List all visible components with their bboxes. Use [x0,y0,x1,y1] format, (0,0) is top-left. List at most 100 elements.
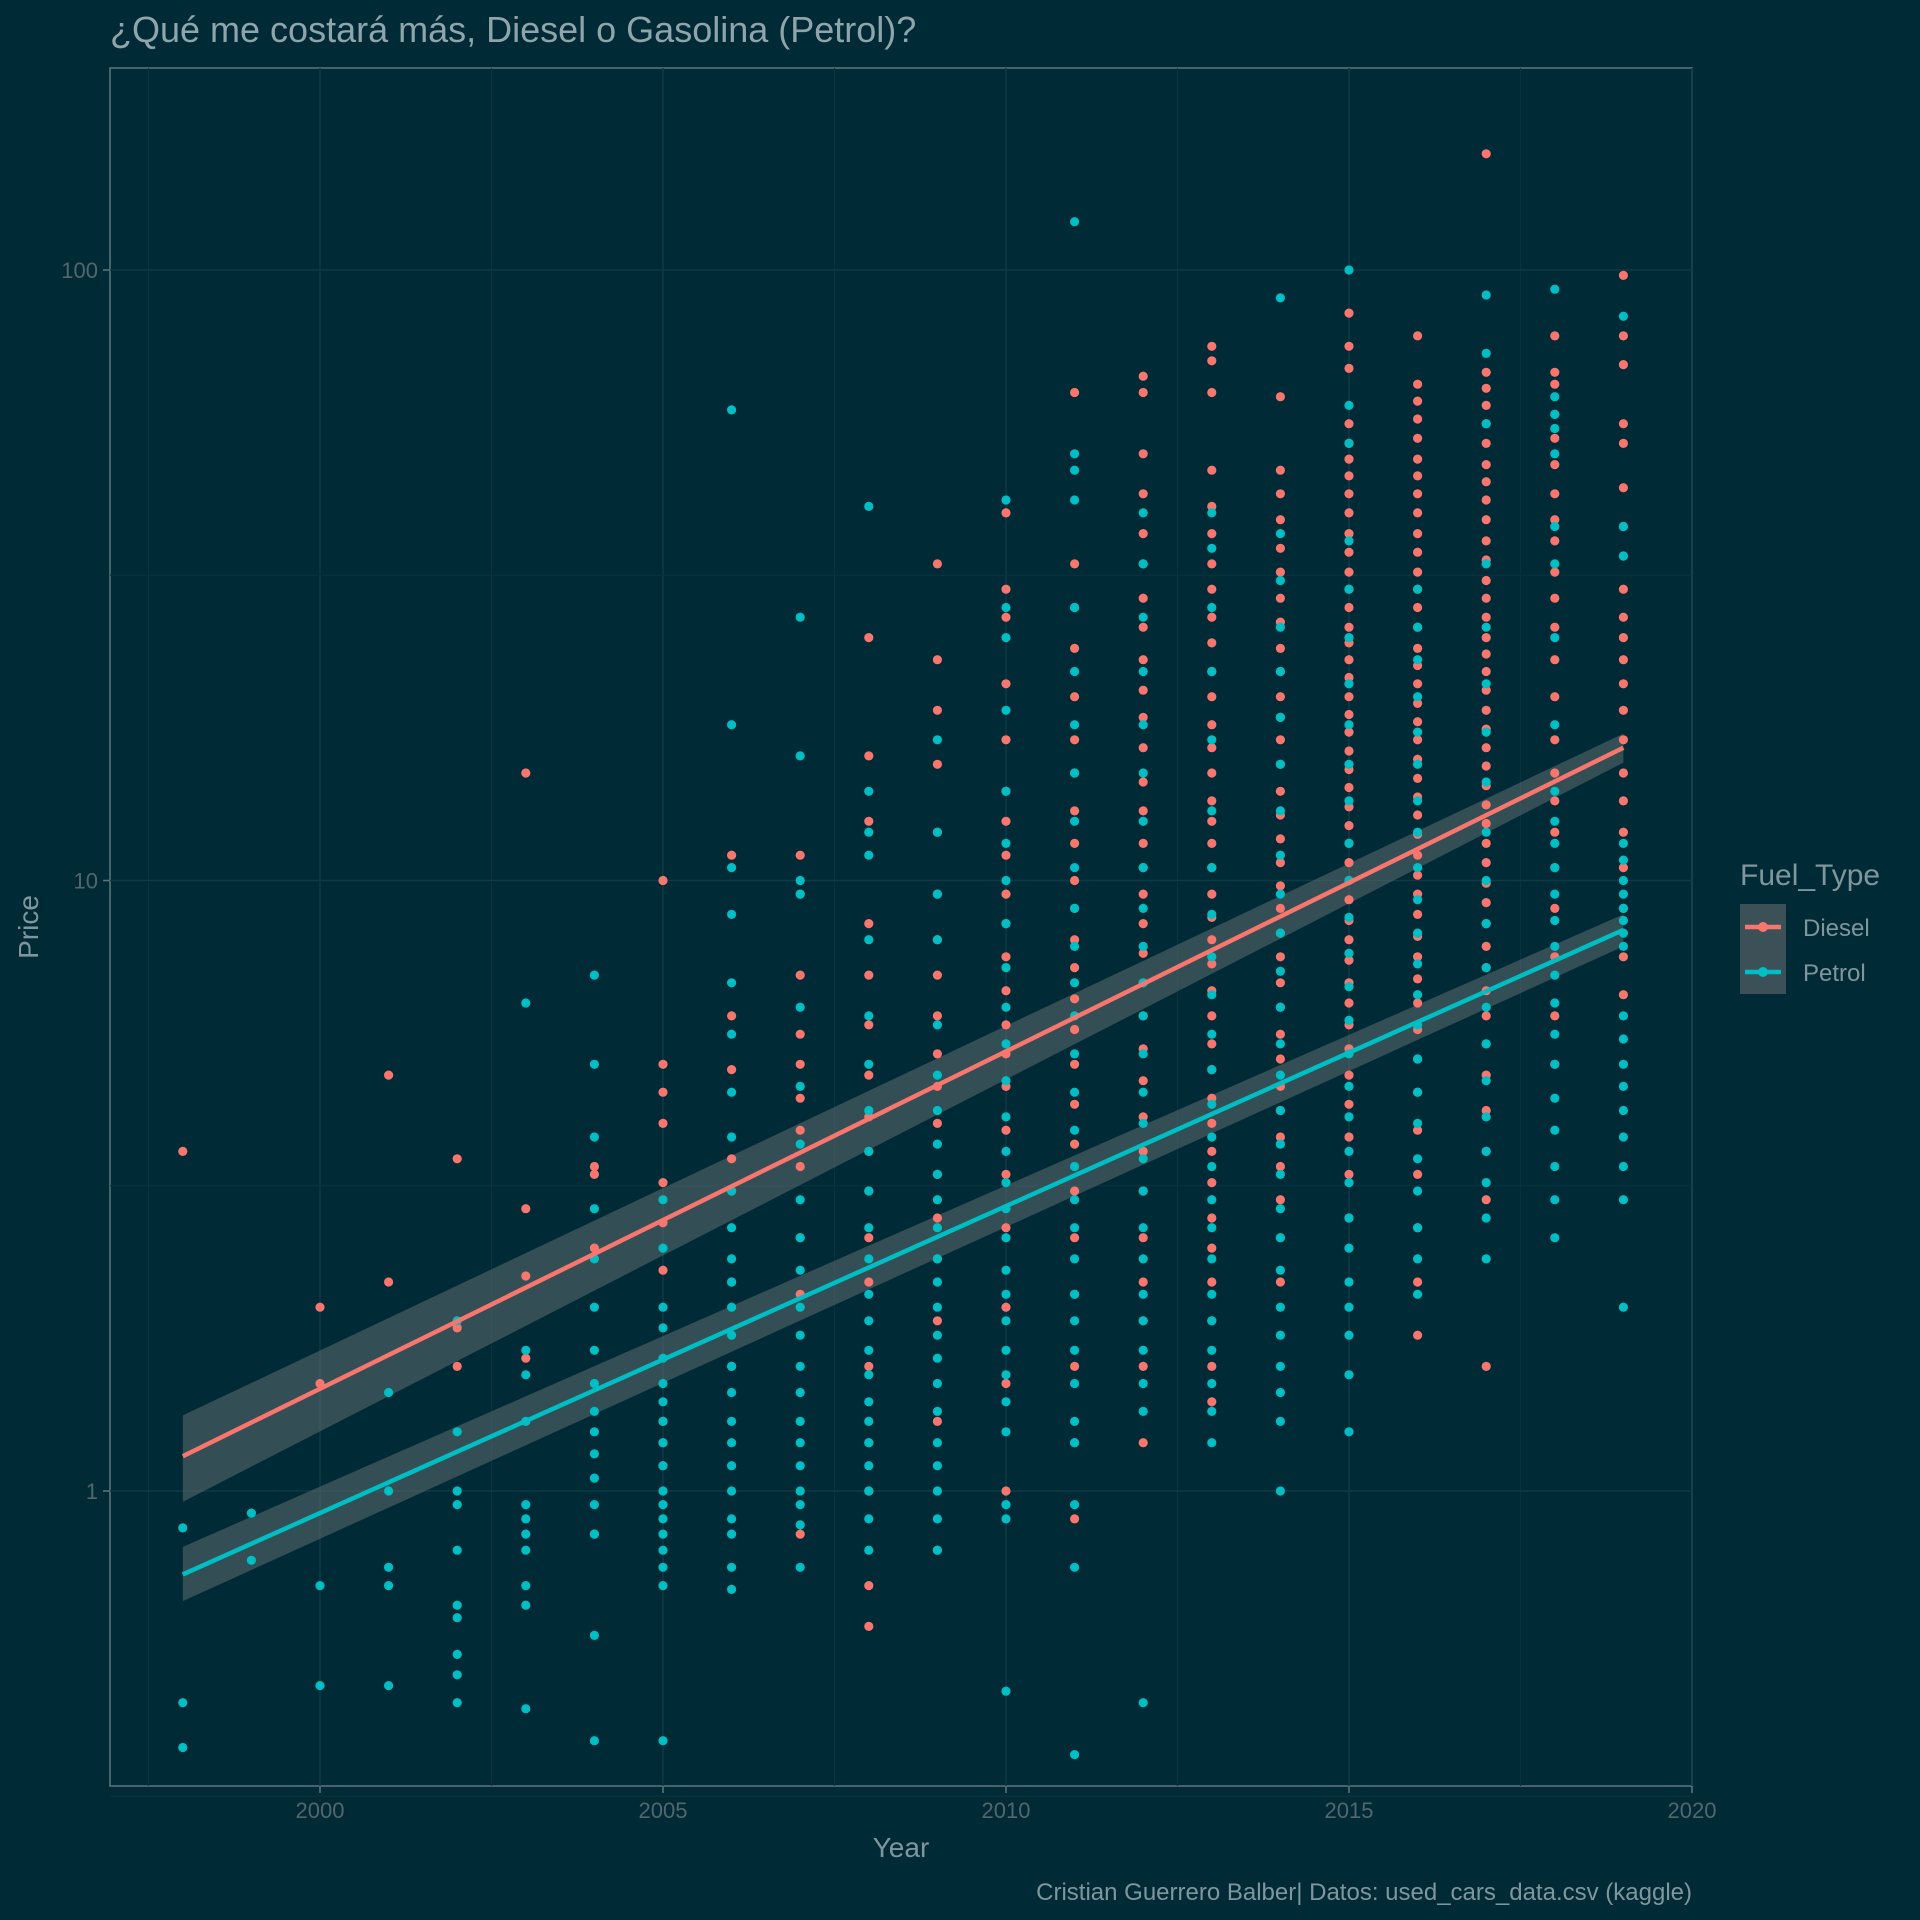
data-point-diesel [1275,786,1285,796]
data-point-diesel [864,1361,874,1371]
data-point-petrol [727,1584,737,1594]
y-tick-label: 1 [86,1479,98,1504]
data-point-diesel [1275,1029,1285,1039]
data-point-petrol [727,405,737,415]
data-point-petrol [1618,1034,1628,1044]
data-point-diesel [1413,529,1423,539]
data-point-diesel [1481,575,1491,586]
data-point-petrol [1344,265,1354,275]
data-point-diesel [1413,602,1423,613]
data-point-petrol [864,1514,874,1524]
data-point-diesel [1207,1213,1217,1223]
data-point-petrol [727,1029,737,1039]
data-point-petrol [1413,1118,1423,1128]
data-point-petrol [1550,284,1560,294]
data-point-diesel [1070,1361,1080,1371]
data-point-petrol [864,1370,874,1380]
data-point-diesel [1207,1118,1217,1128]
data-point-petrol [795,1461,805,1471]
data-point-petrol [1138,1378,1148,1389]
data-point-diesel [521,768,531,778]
data-point-diesel [1344,672,1354,683]
data-point-diesel [1138,1233,1148,1243]
data-point-petrol [727,1223,737,1233]
data-point-petrol [795,1520,805,1530]
data-point-diesel [1481,1105,1491,1116]
data-point-diesel [1618,990,1628,1000]
data-point-petrol [864,1289,874,1299]
data-point-petrol [1001,1397,1011,1407]
data-point-diesel [1550,536,1560,546]
data-point-diesel [1550,515,1560,525]
data-point-petrol [1481,348,1491,358]
data-point-petrol [1481,679,1491,689]
data-point-petrol [452,1427,462,1437]
data-point-diesel [1550,379,1560,389]
data-point-petrol [1275,850,1285,860]
data-point-petrol [1618,521,1628,532]
data-point-diesel [1001,889,1011,899]
data-point-petrol [1344,633,1354,643]
data-point-diesel [1618,438,1628,448]
data-point-petrol [1413,584,1423,594]
data-point-petrol [589,1406,600,1416]
data-point-diesel [1481,705,1491,715]
data-point-petrol [658,1514,668,1524]
data-point-diesel [1138,712,1148,723]
data-point-petrol [727,1514,737,1524]
data-point-diesel [1001,1169,1011,1179]
legend: Fuel_Type Diesel Petrol [1740,859,1880,994]
data-point-diesel [1207,559,1217,569]
data-point-petrol [1207,990,1217,1000]
data-point-diesel [1344,363,1354,373]
data-point-petrol [1001,1178,1011,1188]
data-point-petrol [1344,1112,1354,1122]
data-point-petrol [1070,1562,1080,1572]
data-point-petrol [1550,423,1560,434]
data-point-petrol [1481,559,1491,569]
data-point-petrol [932,735,943,745]
data-point-diesel [1550,655,1560,665]
data-point-diesel [1207,1039,1217,1049]
data-point-petrol [1207,1438,1217,1448]
data-point-petrol [1275,759,1285,769]
data-point-petrol [1001,838,1011,849]
data-point-petrol [932,1070,943,1080]
data-point-petrol [1138,903,1148,914]
data-point-diesel [1138,1277,1148,1287]
data-point-diesel [1001,584,1011,594]
data-point-petrol [795,1361,805,1371]
data-point-petrol [1070,720,1080,730]
data-point-diesel [1344,508,1354,518]
data-point-petrol [932,1353,943,1363]
data-point-diesel [1550,735,1560,745]
data-point-petrol [932,889,943,899]
data-point-petrol [589,1345,600,1355]
data-point-petrol [1550,1161,1560,1172]
data-point-petrol [589,1473,600,1483]
data-point-diesel [1070,643,1080,654]
data-point-diesel [1207,612,1217,622]
data-point-petrol [864,1059,874,1069]
data-point-diesel [1138,387,1148,398]
data-point-petrol [1481,1076,1491,1086]
data-point-petrol [1070,217,1080,227]
data-point-petrol [1481,622,1491,632]
data-point-petrol [1207,1099,1217,1109]
data-point-diesel [658,1265,668,1275]
data-point-petrol [795,1486,805,1496]
data-point-petrol [1138,1223,1148,1233]
data-point-petrol [384,1387,394,1398]
data-point-petrol [1138,1087,1148,1097]
data-point-petrol [1138,1698,1148,1708]
data-point-diesel [1344,895,1354,905]
data-point-diesel [1070,1233,1080,1243]
data-point-diesel [795,1529,805,1539]
data-point-petrol [1275,575,1285,586]
data-point-petrol [932,935,943,945]
data-point-petrol [795,1500,805,1510]
data-point-diesel [1138,449,1148,459]
data-point-diesel [1207,1178,1217,1188]
data-point-diesel [1275,1277,1285,1287]
data-point-diesel [1344,935,1354,945]
